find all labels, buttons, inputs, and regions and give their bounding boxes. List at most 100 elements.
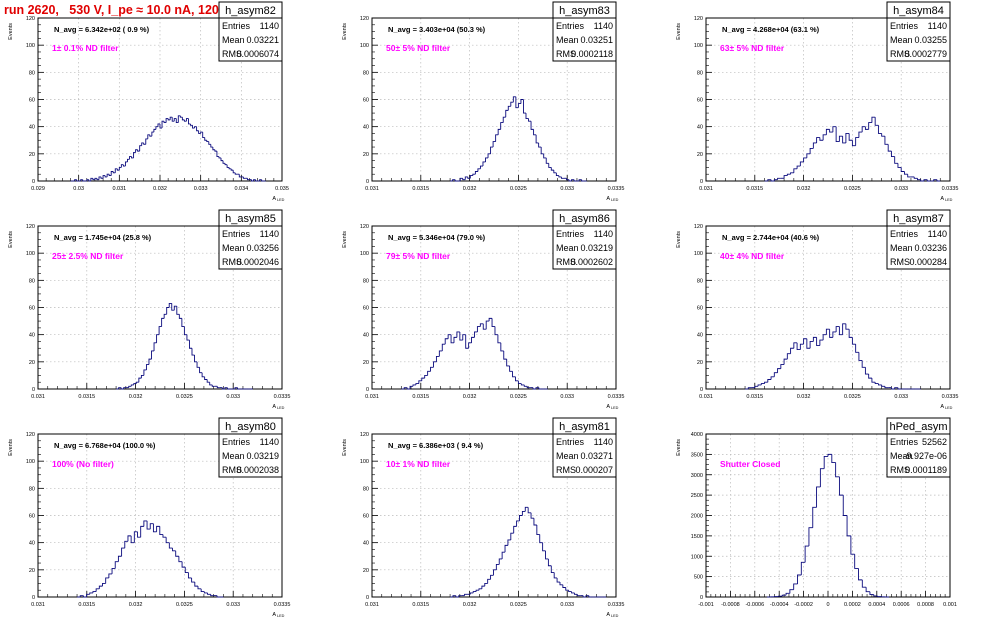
histogram-bin bbox=[167, 118, 171, 121]
histogram-bin bbox=[163, 121, 167, 124]
histogram-bin bbox=[562, 584, 566, 588]
histogram-bin bbox=[216, 151, 219, 157]
y-tick-label: 80 bbox=[29, 486, 35, 492]
histogram-bin bbox=[469, 175, 473, 179]
histogram-bin bbox=[848, 329, 853, 338]
x-axis-label: A bbox=[606, 404, 610, 410]
histogram-bin bbox=[556, 577, 560, 583]
histogram-bin bbox=[482, 323, 487, 330]
y-tick-label: 60 bbox=[697, 98, 703, 104]
stats-mean-label: Mean bbox=[556, 243, 579, 253]
histogram-bin bbox=[819, 339, 824, 346]
y-tick-label: 80 bbox=[363, 70, 369, 76]
y-tick-label: 60 bbox=[697, 306, 703, 312]
y-tick-label: 1500 bbox=[691, 534, 703, 540]
x-tick-label: 0.032 bbox=[153, 186, 167, 192]
histogram-bin bbox=[92, 178, 95, 181]
histogram-bin bbox=[441, 343, 446, 351]
histogram-bin bbox=[222, 160, 226, 164]
histogram-bin bbox=[163, 313, 167, 319]
y-tick-label: 120 bbox=[694, 224, 703, 230]
histogram-bin bbox=[884, 386, 889, 389]
histogram-panel-h_asym81: 0.031 0.0315 0.032 0.0325 0.033 0.0335 0 20 40 60… bbox=[342, 417, 624, 618]
histogram-bin bbox=[181, 318, 185, 327]
histogram-bin bbox=[112, 171, 116, 174]
y-tick-label: 20 bbox=[697, 360, 703, 366]
histogram-bin bbox=[120, 387, 124, 390]
histogram-bin bbox=[861, 360, 866, 368]
x-axis-label-subscript: LED bbox=[277, 406, 285, 410]
histogram-bin bbox=[427, 370, 431, 376]
filter-label: 1± 0.1% ND filter bbox=[52, 43, 119, 53]
stats-rms-value: 0.0002602 bbox=[570, 257, 613, 267]
histogram-bin bbox=[825, 328, 830, 335]
x-tick-label: 0.032 bbox=[797, 394, 811, 400]
histogram-bin bbox=[415, 383, 419, 385]
histogram-bin bbox=[178, 314, 182, 319]
histogram-bin bbox=[521, 510, 526, 516]
y-axis-label: Events bbox=[676, 439, 682, 456]
histogram-bin bbox=[890, 151, 895, 157]
histogram-bin bbox=[500, 122, 504, 130]
histogram-bin bbox=[111, 568, 116, 574]
x-tick-label: 0.0325 bbox=[510, 602, 527, 608]
histogram-bin bbox=[406, 387, 411, 390]
y-tick-label: 60 bbox=[363, 514, 369, 520]
y-tick-label: 20 bbox=[29, 568, 35, 574]
histogram-bin bbox=[854, 554, 859, 569]
x-axis-label-subscript: LED bbox=[611, 406, 619, 410]
histogram-bin bbox=[809, 147, 814, 154]
stats-entries-label: Entries bbox=[890, 21, 919, 31]
x-tick-label: 0.031 bbox=[699, 186, 713, 192]
histogram-bin bbox=[140, 374, 144, 379]
histogram-bin bbox=[517, 103, 521, 108]
histogram-bin bbox=[829, 129, 833, 133]
histogram-bin bbox=[123, 387, 127, 389]
histogram-bin bbox=[871, 378, 876, 383]
histogram-bin bbox=[850, 535, 855, 555]
y-tick-label: 20 bbox=[363, 568, 369, 574]
y-tick-label: 100 bbox=[26, 459, 35, 465]
y-tick-label: 60 bbox=[29, 98, 35, 104]
histogram-bin bbox=[520, 99, 524, 104]
histogram-bin bbox=[179, 115, 183, 118]
histogram-bin bbox=[786, 353, 791, 360]
navg-label: N_avg = 4.268e+04 (63.1 %) bbox=[722, 25, 820, 34]
y-tick-label: 20 bbox=[29, 152, 35, 158]
navg-label: N_avg = 3.403e+04 (50.3 %) bbox=[388, 25, 486, 34]
histogram-bin bbox=[472, 173, 476, 176]
histogram-bin bbox=[175, 118, 179, 124]
histogram-bin bbox=[515, 96, 519, 109]
histogram-name: hPed_asym bbox=[889, 421, 947, 433]
histogram-bin bbox=[122, 164, 126, 167]
stats-entries-label: Entries bbox=[556, 21, 585, 31]
histogram-bin bbox=[106, 173, 110, 177]
y-axis-label: Events bbox=[342, 23, 348, 40]
histogram-bin bbox=[120, 164, 124, 168]
histogram-bin bbox=[495, 134, 499, 142]
stats-mean-label: Mean bbox=[556, 451, 579, 461]
histogram-bin bbox=[797, 574, 802, 584]
histogram-bin bbox=[855, 344, 859, 353]
histogram-name: h_asym86 bbox=[559, 213, 610, 225]
histogram-bin bbox=[145, 138, 148, 145]
histogram-bin bbox=[191, 577, 195, 583]
histogram-bin bbox=[773, 179, 778, 181]
histogram-bin bbox=[176, 306, 180, 315]
x-tick-label: 0.0008 bbox=[917, 602, 934, 608]
histogram-bin bbox=[897, 163, 902, 168]
filter-label: 50± 5% ND filter bbox=[386, 43, 451, 53]
histogram-bin bbox=[504, 544, 508, 553]
x-tick-label: 0.032 bbox=[463, 602, 477, 608]
histogram-bin bbox=[96, 178, 99, 181]
x-axis-label-subscript: LED bbox=[611, 198, 619, 202]
histogram-bin bbox=[478, 588, 482, 591]
histogram-bin bbox=[178, 556, 183, 563]
histogram-bin bbox=[183, 326, 187, 336]
histogram-name: h_asym87 bbox=[893, 213, 944, 225]
histogram-bin bbox=[476, 326, 481, 332]
x-tick-label: 0.0004 bbox=[868, 602, 885, 608]
histogram-bin bbox=[490, 574, 494, 580]
histogram-bin bbox=[917, 178, 921, 181]
histogram-bin bbox=[520, 383, 525, 386]
